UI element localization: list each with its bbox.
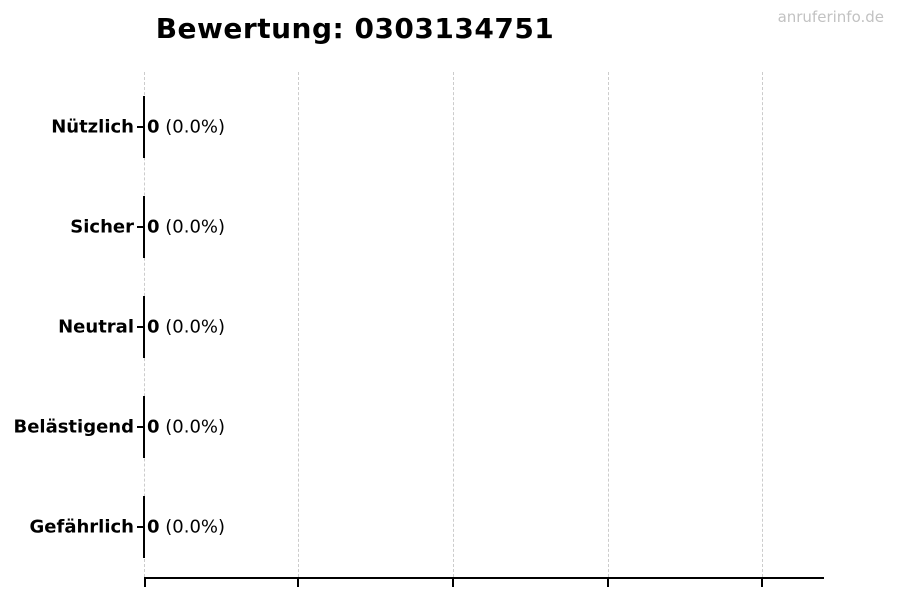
bar-zero-width [143,396,145,458]
value-count: 0 [147,116,160,138]
gridline [608,72,609,577]
chart-title: Bewertung: 0303134751 [155,12,555,45]
value-label: 0 (0.0%) [147,317,225,338]
x-axis-tick [607,579,609,587]
y-axis-tick [137,426,144,428]
bar-zero-width [143,496,145,558]
gridline [453,72,454,577]
x-axis-tick [144,579,146,587]
bar-zero-width [143,196,145,258]
value-percent: (0.0%) [159,116,226,138]
y-axis-tick [137,326,144,328]
value-percent: (0.0%) [159,416,226,438]
gridline [762,72,763,577]
value-percent: (0.0%) [159,316,226,338]
value-count: 0 [147,516,160,538]
value-label: 0 (0.0%) [147,517,225,538]
plot-area: Nützlich 0 (0.0%) Sicher 0 (0.0%) Neutra… [13,72,824,587]
category-label: Belästigend [13,416,134,438]
category-label: Nützlich [51,116,134,138]
value-count: 0 [147,416,160,438]
category-label: Sicher [70,216,134,238]
value-label: 0 (0.0%) [147,417,225,438]
y-axis-tick [137,226,144,228]
x-axis-tick [297,579,299,587]
gridline [298,72,299,577]
x-axis-tick [761,579,763,587]
value-label: 0 (0.0%) [147,117,225,138]
value-label: 0 (0.0%) [147,217,225,238]
value-percent: (0.0%) [159,516,226,538]
value-count: 0 [147,216,160,238]
bar-zero-width [143,96,145,158]
x-axis-tick [452,579,454,587]
y-axis-tick [137,526,144,528]
watermark-text: anruferinfo.de [777,8,884,26]
y-axis-tick [137,126,144,128]
value-percent: (0.0%) [159,216,226,238]
category-label: Gefährlich [29,516,134,538]
value-count: 0 [147,316,160,338]
category-label: Neutral [58,316,134,338]
x-axis-line [144,577,824,579]
bar-zero-width [143,296,145,358]
